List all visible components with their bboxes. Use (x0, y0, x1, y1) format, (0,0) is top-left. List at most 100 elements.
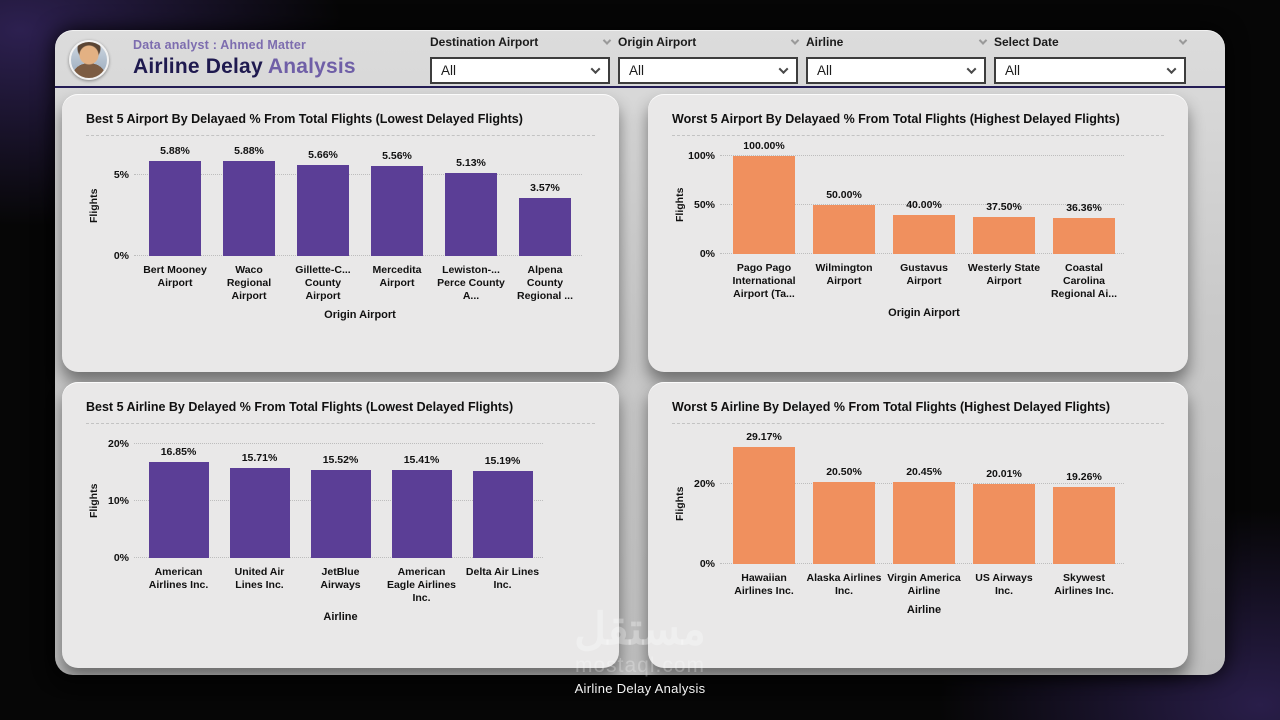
plot-area: 100.00% 50.00% 40.00% 37.50% 36.36% (720, 140, 1124, 254)
selected-value: All (629, 63, 645, 78)
panel-best-airlines: Best 5 Airline By Delayed % From Total F… (62, 382, 619, 668)
bar[interactable]: 20.01% (973, 468, 1035, 564)
chevron-down-icon[interactable] (978, 36, 988, 45)
x-axis-title: Airline (906, 604, 942, 617)
bar-column: 5.56% (360, 150, 434, 256)
bar-value-label: 37.50% (986, 201, 1022, 214)
bar-column: 15.41% (381, 454, 462, 558)
bar-value-label: 5.88% (234, 145, 264, 158)
bar[interactable]: 5.88% (223, 145, 275, 256)
bar-column: 5.13% (434, 157, 508, 256)
bar[interactable]: 16.85% (148, 446, 209, 558)
bar[interactable]: 15.52% (310, 454, 371, 558)
bar-value-label: 5.66% (308, 148, 338, 161)
category-axis: Pago Pago International Airport (Ta... Wi… (724, 254, 1124, 301)
bar-column: 5.66% (286, 149, 360, 256)
bar-value-label: 19.26% (1066, 470, 1102, 483)
y-axis-ticks: 0% 5% (102, 156, 138, 262)
category-label: JetBlue Airways (320, 566, 361, 592)
bar[interactable]: 15.41% (391, 454, 452, 558)
bar-column: 50.00% (804, 189, 884, 254)
bar[interactable]: 29.17% (733, 431, 795, 564)
y-axis-title: Flights (674, 486, 686, 522)
bar-value-label: 5.13% (456, 157, 486, 170)
chart-title: Best 5 Airport By Delayaed % From Total … (86, 112, 595, 136)
destination-airport-select[interactable]: All (430, 57, 610, 84)
gridline (134, 255, 582, 256)
bar-column: 15.52% (300, 454, 381, 558)
category-label: Hawaiian Airlines Inc. (734, 572, 794, 598)
x-axis-title: Origin Airport (888, 307, 960, 320)
category-label: Gillette-C... County Airport (295, 264, 351, 303)
bar-value-label: 36.36% (1066, 202, 1102, 215)
select-date-select[interactable]: All (994, 57, 1186, 84)
slicer-label: Origin Airport (618, 35, 697, 49)
footer-page-title: Airline Delay Analysis (574, 681, 706, 696)
bar[interactable]: 20.45% (893, 466, 955, 564)
panel-worst-airlines: Worst 5 Airline By Delayed % From Total … (648, 382, 1188, 668)
bar[interactable]: 15.71% (229, 452, 290, 558)
bar-column: 36.36% (1044, 202, 1124, 254)
dashboard-header: Data analyst : Ahmed Matter Airline Dela… (55, 30, 1225, 88)
category-label: American Airlines Inc. (148, 566, 209, 592)
bar-value-label: 15.19% (484, 455, 521, 468)
bar[interactable]: 20.50% (813, 466, 875, 564)
airline-select[interactable]: All (806, 57, 986, 84)
bar[interactable]: 15.19% (472, 455, 533, 558)
slicer-label: Airline (806, 35, 844, 49)
bar[interactable]: 36.36% (1053, 202, 1115, 254)
bar-column: 16.85% (138, 446, 219, 558)
bar[interactable]: 5.13% (445, 157, 497, 256)
bar-column: 20.01% (964, 468, 1044, 564)
page-title: Airline Delay Analysis (133, 55, 356, 79)
bar[interactable]: 37.50% (973, 201, 1035, 254)
category-label: Lewiston-... Perce County A... (437, 264, 505, 303)
chevron-down-icon[interactable] (790, 36, 800, 45)
category-label: Pago Pago International Airport (Ta... (732, 262, 796, 301)
category-label: Waco Regional Airport (226, 264, 272, 303)
plot-area: 5.88% 5.88% 5.66% 5.56% 5.13% 3.57% (134, 145, 582, 256)
x-axis-title: Origin Airport (324, 309, 396, 322)
y-axis-ticks: 0% 20% (688, 444, 724, 570)
bar[interactable]: 5.88% (149, 145, 201, 256)
dashboard-canvas: Data analyst : Ahmed Matter Airline Dela… (55, 30, 1225, 675)
bar[interactable]: 3.57% (519, 182, 571, 256)
bar-column: 40.00% (884, 199, 964, 254)
bar[interactable]: 5.66% (297, 149, 349, 256)
panel-best-airports: Best 5 Airport By Delayaed % From Total … (62, 94, 619, 372)
analyst-avatar (69, 40, 109, 80)
gridline (720, 155, 1124, 156)
chevron-down-icon[interactable] (602, 36, 612, 45)
category-label: Mercedita Airport (372, 264, 422, 290)
origin-airport-select[interactable]: All (618, 57, 798, 84)
bar[interactable]: 50.00% (813, 189, 875, 254)
bar-column: 37.50% (964, 201, 1044, 254)
bar[interactable]: 40.00% (893, 199, 955, 254)
y-axis-title: Flights (88, 188, 100, 224)
bar-value-label: 50.00% (826, 189, 862, 201)
chart-title: Worst 5 Airline By Delayed % From Total … (672, 400, 1164, 424)
chevron-down-icon[interactable] (1178, 36, 1188, 45)
bar-value-label: 100.00% (743, 140, 785, 152)
page-title-bold: Airline Delay (133, 55, 263, 78)
bar-value-label: 20.45% (906, 466, 942, 479)
bar[interactable]: 19.26% (1053, 471, 1115, 564)
bar-chart: Flights 0% 50% 100% 100.00% 50.00% 40.00% 37.… (672, 140, 1164, 320)
y-tick-label: 20% (107, 438, 129, 450)
bar[interactable]: 100.00% (733, 140, 795, 254)
y-axis-ticks: 0% 10% 20% (102, 438, 138, 564)
category-axis: Bert Mooney Airport Waco Regional Airport… (138, 256, 582, 303)
bar-value-label: 15.41% (403, 454, 440, 467)
slicer-label: Destination Airport (430, 35, 539, 49)
chevron-down-icon (1166, 64, 1177, 75)
slicer-label: Select Date (994, 35, 1059, 49)
y-tick-label: 100% (688, 150, 715, 162)
category-axis: American Airlines Inc. United Air Lines I… (138, 558, 543, 605)
page-title-light: Analysis (267, 55, 356, 78)
bar[interactable]: 5.56% (371, 150, 423, 256)
category-label: Virgin America Airline (887, 572, 961, 598)
selected-value: All (441, 63, 457, 78)
slicer-select-date: Select Date All (994, 33, 1188, 84)
bar-value-label: 40.00% (906, 198, 942, 211)
selected-value: All (817, 63, 833, 78)
